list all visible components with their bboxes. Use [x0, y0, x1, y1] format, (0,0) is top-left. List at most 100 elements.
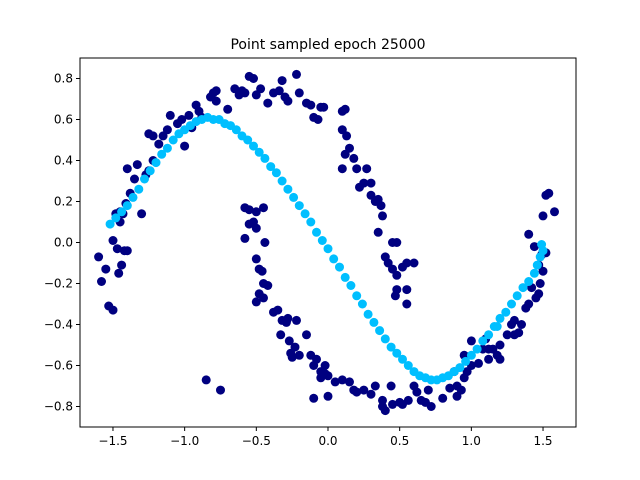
- series-0-point: [302, 330, 311, 340]
- series-0-point: [283, 96, 293, 106]
- series-1-point: [231, 125, 241, 135]
- series-0-point: [101, 264, 111, 274]
- series-0-point: [313, 115, 323, 124]
- series-0-point: [392, 270, 402, 280]
- series-0-point: [274, 86, 284, 96]
- series-1-point: [157, 149, 167, 159]
- series-1-point: [140, 174, 149, 184]
- series-0-point: [292, 315, 301, 325]
- series-0-point: [502, 330, 512, 340]
- series-0-point: [402, 285, 412, 295]
- series-1-point: [289, 192, 299, 202]
- series-1-point: [466, 350, 476, 360]
- series-0-point: [294, 350, 304, 360]
- series-0-point: [345, 143, 354, 153]
- series-0-point: [466, 336, 476, 346]
- series-0-point: [534, 289, 544, 299]
- series-1-point: [271, 168, 281, 178]
- series-0-point: [535, 279, 545, 288]
- series-0-point: [517, 320, 526, 329]
- series-0-point: [352, 387, 362, 397]
- series-1-point: [461, 356, 471, 366]
- series-0-point: [366, 178, 376, 188]
- series-1-point: [340, 272, 350, 282]
- series-0-point: [201, 375, 211, 385]
- series-1-point: [375, 326, 385, 336]
- plot-frame: [79, 57, 577, 428]
- x-tick-label: −0.5: [242, 434, 271, 448]
- series-0-point: [373, 227, 383, 237]
- series-0-point: [177, 115, 187, 124]
- series-1-point: [492, 322, 502, 331]
- series-0-point: [388, 399, 397, 409]
- series-0-point: [165, 110, 175, 120]
- series-0-point: [402, 299, 412, 309]
- series-0-point: [438, 393, 448, 403]
- series-0-point: [474, 358, 483, 368]
- series-0-point: [514, 328, 524, 338]
- series-0-point: [445, 383, 455, 393]
- series-0-point: [284, 336, 294, 346]
- series-0-point: [256, 84, 266, 94]
- series-0-point: [330, 377, 340, 387]
- series-0-point: [376, 201, 386, 211]
- series-1-point: [472, 344, 482, 354]
- series-0-point: [263, 98, 273, 108]
- series-0-point: [112, 244, 122, 254]
- series-0-point: [292, 69, 301, 79]
- series-1-point: [386, 342, 396, 352]
- series-0-point: [211, 96, 221, 106]
- series-0-point: [216, 385, 225, 395]
- series-1-point: [507, 299, 516, 309]
- series-0-point: [323, 391, 333, 401]
- series-0-point: [409, 258, 419, 268]
- x-tick-label: −1.0: [170, 434, 199, 448]
- series-1-point: [266, 162, 276, 172]
- series-0-point: [244, 205, 254, 215]
- series-0-point: [366, 190, 376, 200]
- series-0-point: [180, 141, 190, 151]
- series-1-point: [501, 307, 511, 317]
- series-0-point: [257, 266, 267, 276]
- series-0-point: [342, 131, 352, 141]
- series-1-point: [277, 176, 287, 186]
- series-0-point: [260, 238, 270, 247]
- series-0-point: [538, 211, 548, 221]
- series-0-point: [276, 330, 286, 340]
- series-0-point: [114, 268, 124, 278]
- series-0-point: [355, 182, 364, 192]
- series-0-point: [403, 395, 413, 405]
- y-tick-label: −0.2: [44, 277, 73, 291]
- x-tick-label: 0.5: [390, 434, 409, 448]
- series-1-point: [134, 184, 144, 194]
- series-0-point: [337, 375, 347, 385]
- series-0-point: [94, 252, 104, 262]
- series-0-point: [132, 160, 142, 170]
- series-0-point: [306, 100, 316, 110]
- y-tick-label: 0.4: [54, 154, 73, 168]
- series-1-point: [537, 240, 547, 249]
- y-tick-label: 0.0: [54, 236, 73, 250]
- series-1-point: [145, 166, 155, 176]
- series-1-point: [323, 244, 333, 254]
- series-1-point: [168, 135, 178, 145]
- series-1-point: [532, 260, 542, 270]
- series-0-point: [359, 385, 369, 395]
- series-0-point: [283, 313, 293, 323]
- series-1-point: [122, 201, 132, 211]
- series-1-point: [128, 192, 138, 202]
- series-0-point: [337, 164, 347, 174]
- y-tick-label: −0.6: [44, 359, 73, 373]
- series-1-point: [392, 348, 402, 358]
- series-0-point: [240, 233, 250, 243]
- series-0-point: [251, 207, 261, 217]
- series-0-point: [370, 381, 380, 391]
- y-tick-label: 0.8: [54, 72, 73, 86]
- series-0-point: [509, 315, 519, 325]
- x-tick-label: 1.5: [533, 434, 552, 448]
- x-tick-label: 1.0: [462, 434, 481, 448]
- series-0-point: [366, 389, 376, 399]
- y-tick-label: −0.8: [44, 400, 73, 414]
